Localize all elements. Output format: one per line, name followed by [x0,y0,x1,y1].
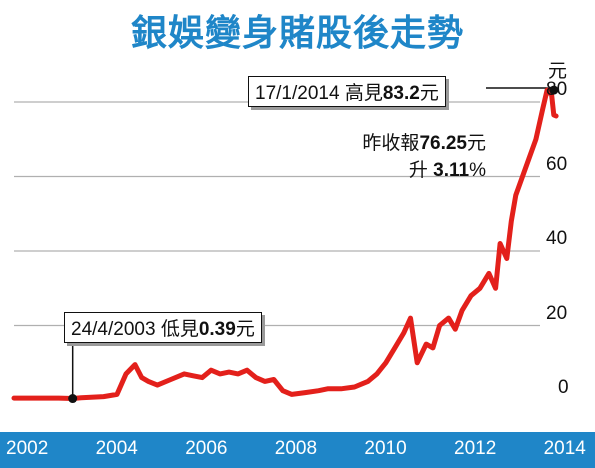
high-label: 高見 [344,83,383,104]
x-tick-label: 2014 [543,438,586,459]
close-unit: 元 [466,133,486,154]
close-label: 昨收報 [362,133,420,154]
low-date: 24/4/2003 [71,319,156,340]
close-note: 昨收報76.25元 升 3.11% [318,130,486,184]
low-label: 低見 [160,319,199,340]
change-label: 升 [408,160,428,181]
high-point-marker [549,85,559,95]
close-value: 76.25 [419,133,467,154]
low-value: 0.39 [198,319,236,340]
x-axis-bar [0,432,595,468]
series-line [11,87,559,401]
y-tick-label: 60 [546,153,568,175]
x-tick-label: 2004 [95,438,138,459]
low-unit: 元 [235,319,255,340]
change-unit: % [469,160,486,181]
change-value: 3.11 [433,160,470,181]
x-tick-label: 2008 [274,438,318,459]
y-axis-unit: 元 [548,60,568,82]
high-unit: 元 [419,83,439,104]
x-tick-label: 2006 [185,438,228,459]
high-value: 83.2 [382,83,420,104]
x-tick-label: 2010 [364,438,407,459]
y-tick-label: 40 [546,228,568,249]
y-tick-label: 0 [558,377,569,398]
low-point-marker [68,394,78,404]
y-tick-label: 20 [546,302,568,324]
chart-title: 銀娛變身賭股後走勢 [130,13,464,54]
high-date: 17/1/2014 [255,83,340,104]
high-callout: 17/1/2014 高見83.2元 [248,76,446,107]
y-tick-label: 80 [546,79,568,100]
x-tick-label: 2002 [6,438,49,459]
low-callout: 24/4/2003 低見0.39元 [64,312,262,343]
x-tick-label: 2012 [454,438,497,459]
